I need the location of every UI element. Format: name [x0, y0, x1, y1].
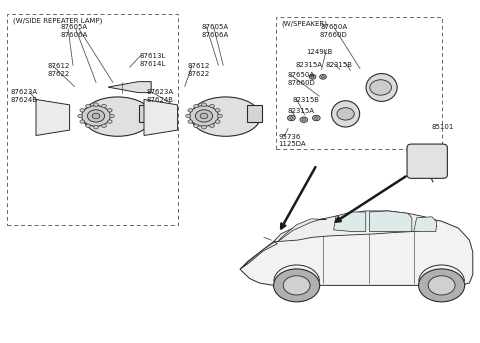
Circle shape — [108, 108, 112, 112]
Polygon shape — [414, 217, 437, 232]
Ellipse shape — [83, 97, 152, 136]
Circle shape — [216, 108, 220, 112]
Text: 85101: 85101 — [432, 124, 455, 130]
Circle shape — [202, 126, 206, 129]
Polygon shape — [108, 82, 151, 93]
Bar — [276, 17, 442, 149]
Bar — [139, 105, 154, 122]
Circle shape — [86, 104, 91, 108]
Circle shape — [370, 80, 392, 95]
Circle shape — [302, 118, 306, 121]
Text: 1249LB: 1249LB — [306, 49, 333, 55]
Bar — [247, 105, 262, 122]
Text: 87612
87622: 87612 87622 — [187, 63, 210, 77]
Circle shape — [217, 114, 222, 118]
Circle shape — [188, 108, 192, 112]
Circle shape — [92, 113, 100, 119]
Circle shape — [193, 104, 199, 108]
Circle shape — [102, 124, 107, 128]
Circle shape — [193, 124, 199, 128]
Text: 87612
87622: 87612 87622 — [48, 63, 71, 77]
Text: 82315B: 82315B — [325, 62, 352, 68]
Text: 87623A
87624B: 87623A 87624B — [146, 89, 174, 103]
Circle shape — [80, 108, 84, 112]
Circle shape — [289, 117, 293, 119]
Circle shape — [94, 103, 98, 106]
Circle shape — [288, 115, 295, 121]
Circle shape — [309, 74, 316, 79]
Bar — [7, 14, 178, 225]
Circle shape — [216, 120, 220, 123]
Text: 87623A
87624B: 87623A 87624B — [11, 89, 38, 103]
Circle shape — [300, 117, 308, 122]
Polygon shape — [277, 219, 326, 242]
Circle shape — [190, 106, 218, 126]
Text: 87605A
87606A: 87605A 87606A — [202, 24, 229, 37]
Circle shape — [85, 124, 91, 128]
Polygon shape — [370, 211, 412, 232]
FancyBboxPatch shape — [407, 144, 447, 178]
Polygon shape — [334, 212, 366, 232]
Text: 87650A
87660D: 87650A 87660D — [320, 24, 348, 37]
Text: 82315A: 82315A — [295, 62, 322, 68]
Circle shape — [87, 110, 105, 122]
Circle shape — [419, 269, 465, 302]
Circle shape — [186, 114, 191, 118]
Text: 87650A
87660D: 87650A 87660D — [288, 72, 316, 85]
Circle shape — [312, 115, 320, 121]
Circle shape — [274, 269, 320, 302]
Text: (W/SIDE REPEATER LAMP): (W/SIDE REPEATER LAMP) — [13, 17, 102, 24]
Polygon shape — [274, 211, 437, 242]
Circle shape — [202, 103, 206, 106]
Circle shape — [80, 120, 84, 123]
Circle shape — [337, 108, 354, 120]
Circle shape — [200, 113, 208, 119]
Polygon shape — [240, 242, 277, 269]
Circle shape — [195, 110, 213, 122]
Circle shape — [311, 76, 314, 78]
Circle shape — [102, 104, 107, 108]
Circle shape — [320, 74, 326, 79]
Ellipse shape — [332, 101, 360, 127]
Circle shape — [108, 120, 112, 123]
Circle shape — [428, 276, 455, 295]
Circle shape — [188, 120, 192, 123]
Circle shape — [314, 117, 318, 119]
Ellipse shape — [366, 74, 397, 102]
Text: (W/SPEAKER): (W/SPEAKER) — [282, 21, 328, 27]
Text: 87605A
87606A: 87605A 87606A — [61, 24, 88, 37]
Circle shape — [78, 114, 83, 118]
Circle shape — [209, 124, 214, 128]
Circle shape — [322, 76, 324, 78]
Text: 82315B: 82315B — [293, 97, 320, 103]
Polygon shape — [240, 213, 473, 285]
Text: 82315A: 82315A — [288, 108, 315, 114]
Circle shape — [109, 114, 114, 118]
Text: 87613L
87614L: 87613L 87614L — [139, 53, 166, 67]
Circle shape — [209, 104, 215, 108]
Circle shape — [94, 126, 98, 129]
Polygon shape — [144, 99, 178, 135]
Ellipse shape — [191, 97, 260, 136]
Circle shape — [283, 276, 310, 295]
Text: 95736
1125DA: 95736 1125DA — [278, 134, 306, 147]
Polygon shape — [36, 99, 70, 135]
Circle shape — [82, 106, 110, 126]
